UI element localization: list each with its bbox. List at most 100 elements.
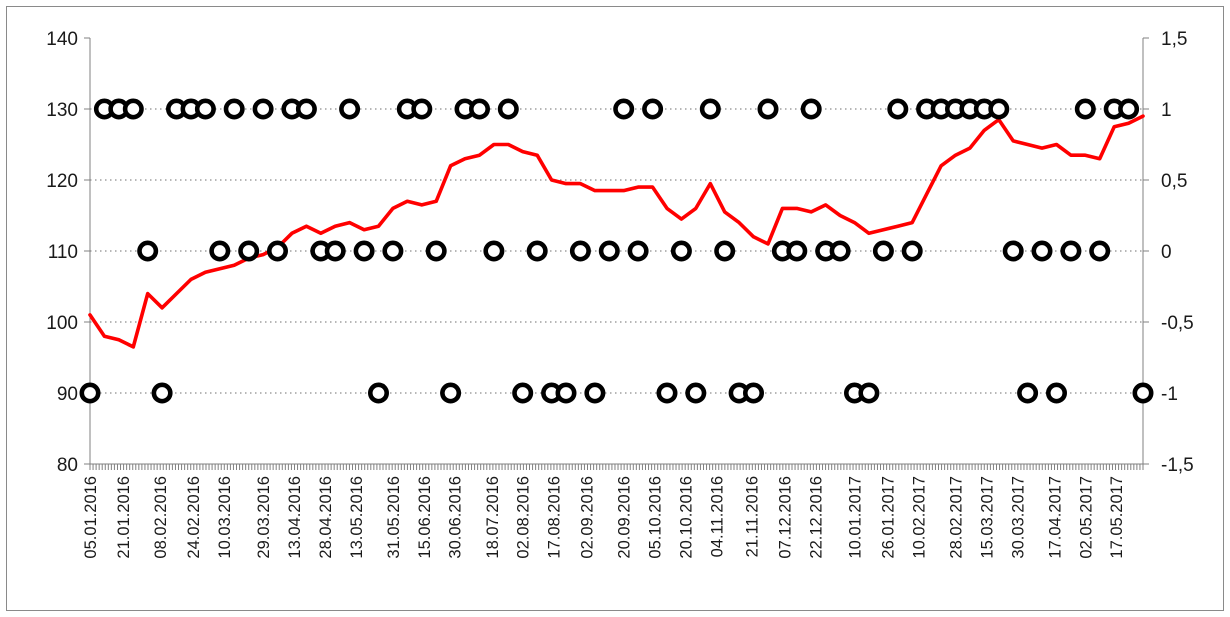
left-tick-label: 90 [57, 384, 78, 405]
x-tick-label: 02.05.2017 [1077, 476, 1095, 559]
x-tick-label: 28.04.2016 [317, 476, 335, 559]
signal-marker [339, 98, 361, 120]
signal-marker [1046, 382, 1068, 404]
signal-marker [1031, 240, 1053, 262]
x-tick-label: 15.03.2017 [978, 476, 996, 559]
signal-marker [598, 240, 620, 262]
x-tick-label: 21.01.2016 [115, 476, 133, 559]
signal-marker [79, 382, 101, 404]
marker-series [79, 98, 1154, 404]
signal-marker [887, 98, 909, 120]
signal-marker [252, 98, 274, 120]
x-tick-label: 17.05.2017 [1108, 476, 1126, 559]
x-tick-label: 04.11.2016 [708, 476, 726, 557]
right-tick-label: 0 [1161, 242, 1172, 263]
signal-marker [872, 240, 894, 262]
x-tick-label: 20.10.2016 [678, 476, 696, 559]
x-tick-label: 02.09.2016 [579, 476, 597, 559]
x-tick-label: 20.09.2016 [616, 476, 634, 559]
signal-marker [425, 240, 447, 262]
signal-marker [526, 240, 548, 262]
x-tick-label: 30.03.2017 [1009, 476, 1027, 559]
signal-marker [1002, 240, 1024, 262]
left-axis-tick-labels: 80 90 100 110 120 130 140 [46, 29, 78, 476]
signal-marker [295, 98, 317, 120]
signal-marker [699, 98, 721, 120]
signal-marker [194, 98, 216, 120]
signal-marker [382, 240, 404, 262]
signal-marker [858, 382, 880, 404]
x-tick-label: 07.12.2016 [776, 476, 794, 559]
signal-marker [1089, 240, 1111, 262]
signal-marker [209, 240, 231, 262]
signal-marker [742, 382, 764, 404]
x-tick-label: 31.05.2016 [385, 476, 403, 559]
x-tick-label: 30.06.2016 [447, 476, 465, 559]
signal-marker [714, 240, 736, 262]
x-tick-label: 15.06.2016 [416, 476, 434, 559]
signal-marker [757, 98, 779, 120]
signal-marker [367, 382, 389, 404]
signal-marker [1060, 240, 1082, 262]
signal-marker [569, 240, 591, 262]
x-tick-label: 29.03.2016 [255, 476, 273, 559]
x-tick-label: 17.08.2016 [546, 476, 564, 559]
right-tick-label: 1 [1161, 100, 1172, 121]
signal-marker [642, 98, 664, 120]
signal-marker [1017, 382, 1039, 404]
signal-marker [786, 240, 808, 262]
right-tick-label: 0,5 [1161, 171, 1187, 192]
signal-marker [483, 240, 505, 262]
right-axis-tick-labels: -1,5 -1 -0,5 0 0,5 1 1,5 [1161, 29, 1194, 476]
signal-marker [685, 382, 707, 404]
signal-marker [1074, 98, 1096, 120]
signal-marker [324, 240, 346, 262]
signal-marker [613, 98, 635, 120]
x-tick-label: 28.02.2017 [947, 476, 965, 559]
x-tick-label: 10.03.2016 [216, 476, 234, 559]
signal-marker [555, 382, 577, 404]
x-tick-label: 08.02.2016 [152, 476, 170, 559]
signal-marker [411, 98, 433, 120]
signal-marker [1118, 98, 1140, 120]
signal-marker [238, 240, 260, 262]
signal-marker [988, 98, 1010, 120]
x-tick-label: 26.01.2017 [879, 476, 897, 559]
x-tick-label: 05.01.2016 [82, 476, 100, 559]
price-line [88, 114, 1145, 349]
signal-marker [829, 240, 851, 262]
signal-marker [584, 382, 606, 404]
signal-marker [223, 98, 245, 120]
x-tick-label: 13.04.2016 [286, 476, 304, 559]
signal-marker [122, 98, 144, 120]
right-tick-label: -1,5 [1161, 455, 1194, 476]
x-tick-label: 02.08.2016 [515, 476, 533, 559]
signal-marker [512, 382, 534, 404]
axes [84, 37, 1149, 470]
x-tick-label: 21.11.2016 [743, 476, 761, 557]
x-tick-label: 24.02.2016 [185, 476, 203, 559]
signal-marker [151, 382, 173, 404]
signal-marker [440, 382, 462, 404]
left-tick-label: 130 [46, 100, 78, 121]
signal-marker [468, 98, 490, 120]
x-axis-tick-labels: 05.01.2016 21.01.2016 08.02.2016 24.02.2016… [82, 476, 1126, 559]
signal-marker [266, 240, 288, 262]
x-tick-label: 22.12.2016 [807, 476, 825, 559]
left-tick-label: 120 [46, 171, 78, 192]
signal-marker [627, 240, 649, 262]
right-tick-label: 1,5 [1161, 29, 1187, 50]
right-tick-label: -1 [1161, 384, 1178, 405]
x-tick-label: 05.10.2016 [647, 476, 665, 559]
signal-marker [800, 98, 822, 120]
line-series [88, 114, 1145, 349]
x-tick-label: 18.07.2016 [484, 476, 502, 559]
x-tick-label: 10.02.2017 [910, 476, 928, 559]
signal-marker [353, 240, 375, 262]
signal-marker [670, 240, 692, 262]
signal-marker [1132, 382, 1154, 404]
x-tick-label: 17.04.2017 [1046, 476, 1064, 559]
right-tick-label: -0,5 [1161, 313, 1194, 334]
left-tick-label: 110 [48, 242, 78, 263]
